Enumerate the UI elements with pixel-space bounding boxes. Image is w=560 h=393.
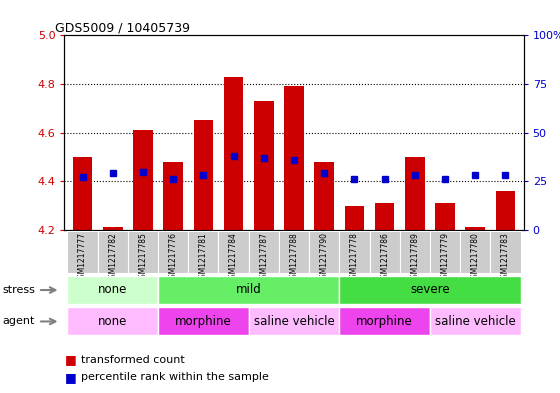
Text: GSM1217787: GSM1217787	[259, 232, 268, 283]
FancyBboxPatch shape	[249, 307, 339, 335]
FancyBboxPatch shape	[400, 231, 430, 273]
Text: GSM1217790: GSM1217790	[320, 232, 329, 283]
Text: GSM1217782: GSM1217782	[108, 232, 117, 283]
Bar	[465, 228, 485, 230]
Text: stress: stress	[3, 285, 36, 295]
FancyBboxPatch shape	[339, 276, 521, 304]
Text: GSM1217786: GSM1217786	[380, 232, 389, 283]
FancyBboxPatch shape	[97, 231, 128, 273]
FancyBboxPatch shape	[309, 231, 339, 273]
Text: ■: ■	[64, 371, 76, 384]
Bar	[164, 162, 183, 230]
FancyBboxPatch shape	[128, 231, 158, 273]
Text: GSM1217779: GSM1217779	[441, 232, 450, 283]
FancyBboxPatch shape	[430, 231, 460, 273]
Text: percentile rank within the sample: percentile rank within the sample	[81, 372, 269, 382]
Bar	[103, 228, 123, 230]
Text: saline vehicle: saline vehicle	[254, 315, 334, 328]
FancyBboxPatch shape	[158, 307, 249, 335]
Text: GSM1217776: GSM1217776	[169, 232, 178, 283]
FancyBboxPatch shape	[460, 231, 491, 273]
Text: GSM1217778: GSM1217778	[350, 232, 359, 283]
FancyBboxPatch shape	[339, 231, 370, 273]
FancyBboxPatch shape	[158, 231, 188, 273]
Text: ■: ■	[64, 353, 76, 366]
Bar	[194, 121, 213, 230]
FancyBboxPatch shape	[370, 231, 400, 273]
FancyBboxPatch shape	[491, 231, 521, 273]
Text: transformed count: transformed count	[81, 354, 185, 365]
Bar	[224, 77, 244, 230]
Text: none: none	[98, 283, 128, 296]
Bar	[314, 162, 334, 230]
Text: agent: agent	[3, 316, 35, 327]
FancyBboxPatch shape	[218, 231, 249, 273]
Bar	[73, 157, 92, 230]
Bar	[254, 101, 274, 230]
Text: severe: severe	[410, 283, 450, 296]
Text: none: none	[98, 315, 128, 328]
FancyBboxPatch shape	[249, 231, 279, 273]
Text: GSM1217781: GSM1217781	[199, 232, 208, 283]
FancyBboxPatch shape	[158, 276, 339, 304]
Bar	[133, 130, 153, 230]
Text: GSM1217785: GSM1217785	[138, 232, 147, 283]
Text: morphine: morphine	[356, 315, 413, 328]
Text: morphine: morphine	[175, 315, 232, 328]
Text: GSM1217783: GSM1217783	[501, 232, 510, 283]
FancyBboxPatch shape	[339, 307, 430, 335]
Bar	[344, 206, 364, 230]
Bar	[496, 191, 515, 230]
Bar	[375, 203, 394, 230]
FancyBboxPatch shape	[67, 307, 158, 335]
Text: GSM1217789: GSM1217789	[410, 232, 419, 283]
Text: GSM1217788: GSM1217788	[290, 232, 298, 283]
Bar	[405, 157, 424, 230]
Bar	[284, 86, 304, 230]
Bar	[435, 203, 455, 230]
Text: GSM1217777: GSM1217777	[78, 232, 87, 283]
Text: mild: mild	[236, 283, 262, 296]
Text: GDS5009 / 10405739: GDS5009 / 10405739	[55, 21, 190, 34]
Text: GSM1217784: GSM1217784	[229, 232, 238, 283]
FancyBboxPatch shape	[67, 276, 158, 304]
FancyBboxPatch shape	[279, 231, 309, 273]
Text: GSM1217780: GSM1217780	[471, 232, 480, 283]
FancyBboxPatch shape	[188, 231, 218, 273]
Text: saline vehicle: saline vehicle	[435, 315, 516, 328]
FancyBboxPatch shape	[430, 307, 521, 335]
FancyBboxPatch shape	[67, 231, 97, 273]
